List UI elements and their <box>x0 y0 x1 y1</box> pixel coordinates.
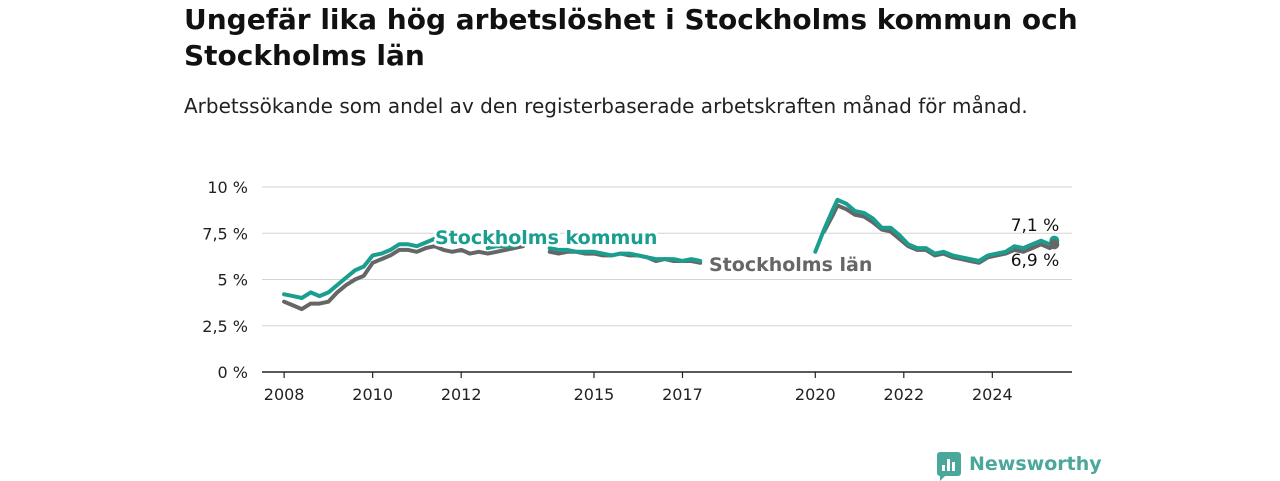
series-label-lan: Stockholms län <box>709 254 872 276</box>
x-tick-label: 2020 <box>795 385 836 404</box>
logo-chart-icon <box>937 452 961 481</box>
series-label-kommun: Stockholms kommun <box>435 227 657 249</box>
series-line-kommun <box>282 236 472 300</box>
x-tick-label: 2024 <box>972 385 1013 404</box>
y-tick-label: 10 % <box>207 178 248 197</box>
line-chart: 0 % 2,5 % 5 % 7,5 % 10 % 2008 2010 2012 2015 2017… <box>202 178 1072 404</box>
series-line-lan <box>282 244 526 312</box>
x-tick-label: 2010 <box>352 385 393 404</box>
x-tick-label: 2017 <box>662 385 703 404</box>
series-line-kommun <box>547 246 703 263</box>
series-line-kommun <box>485 244 517 251</box>
logo-text: Newsworthy <box>969 453 1102 475</box>
x-tick-label: 2015 <box>574 385 615 404</box>
end-point-lan <box>1049 239 1060 250</box>
end-value-kommun: 7,1 % <box>1011 216 1060 236</box>
y-tick-label: 0 % <box>218 363 248 382</box>
series-line-kommun <box>813 197 1057 263</box>
x-tick-label: 2022 <box>883 385 924 404</box>
y-tick-label: 5 % <box>218 271 248 290</box>
x-tick-label: 2008 <box>264 385 305 404</box>
end-value-lan: 6,9 % <box>1011 251 1060 271</box>
newsworthy-logo: Newsworthy <box>937 450 1102 481</box>
chart-title: Ungefär lika hög arbetslöshet i Stockhol… <box>184 3 1078 72</box>
chart-subtitle: Arbetssökande som andel av den registerb… <box>184 94 1028 118</box>
y-tick-label: 7,5 % <box>202 224 248 243</box>
x-tick-label: 2012 <box>441 385 482 404</box>
y-tick-label: 2,5 % <box>202 317 248 336</box>
